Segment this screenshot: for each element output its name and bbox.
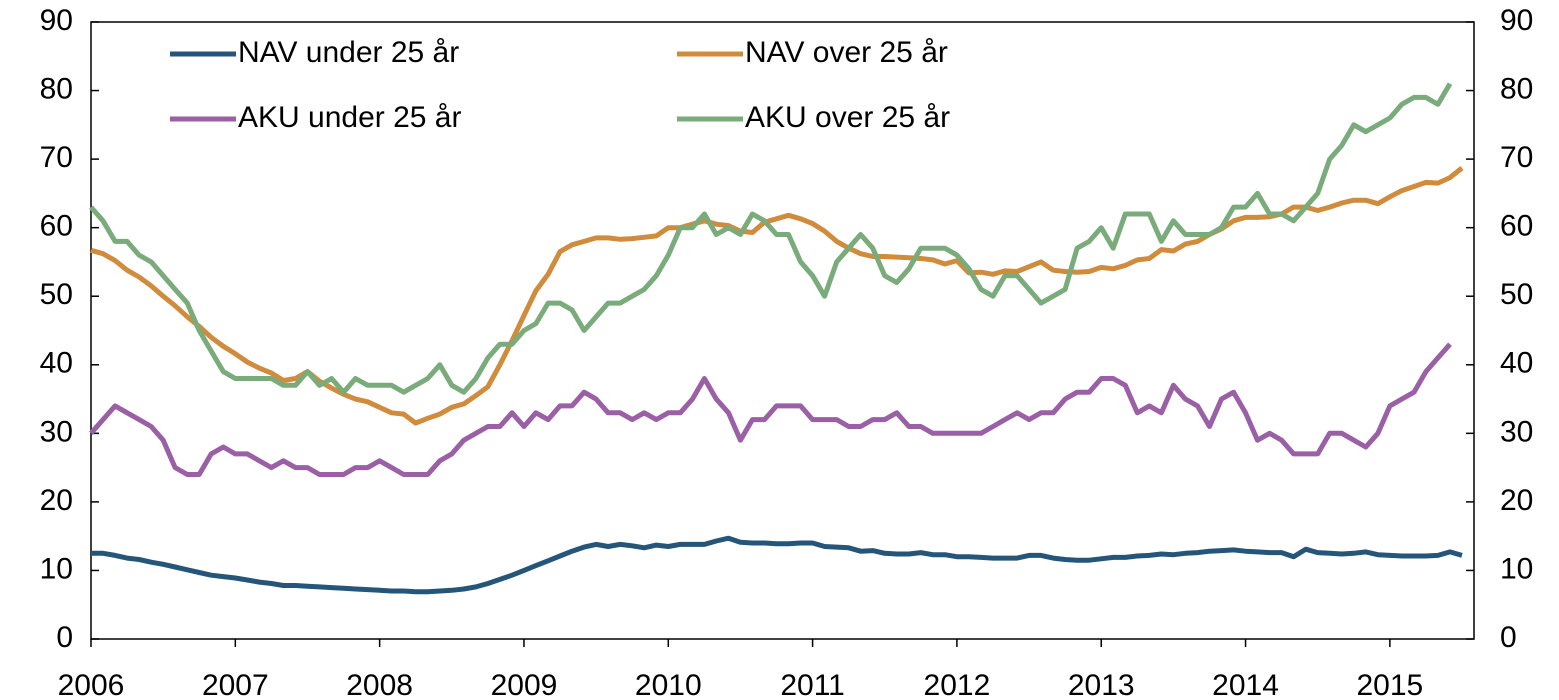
y-tick-label: 50 <box>40 278 73 311</box>
series-line <box>89 82 1453 395</box>
y2-tick-label: 90 <box>1500 4 1533 37</box>
y2-tick-label: 50 <box>1500 278 1533 311</box>
y-tick-label: 90 <box>40 4 73 37</box>
x-tick-label: 2009 <box>491 669 558 700</box>
x-tick-label: 2011 <box>780 669 845 700</box>
legend-label: NAV under 25 år <box>238 36 459 69</box>
series-line <box>91 535 1463 595</box>
y-tick-label: 20 <box>40 484 73 517</box>
x-tick-label: 2007 <box>202 669 269 700</box>
y-tick-label: 40 <box>40 347 73 380</box>
x-tick-label: 2012 <box>924 669 991 700</box>
x-tick-label: 2010 <box>635 669 702 700</box>
legend-label: NAV over 25 år <box>745 36 948 69</box>
x-tick-label: 2013 <box>1068 669 1135 700</box>
y2-tick-label: 10 <box>1500 552 1533 585</box>
x-tick-label: 2014 <box>1212 669 1279 700</box>
y2-tick-label: 20 <box>1500 484 1533 517</box>
y-tick-label: 30 <box>40 415 73 448</box>
y2-tick-label: 0 <box>1500 621 1517 654</box>
y-tick-label: 60 <box>40 210 73 243</box>
x-tick-label: 2015 <box>1356 669 1423 700</box>
y2-tick-label: 60 <box>1500 210 1533 243</box>
y-tick-label: 80 <box>40 72 73 105</box>
y2-tick-label: 30 <box>1500 415 1533 448</box>
y-tick-label: 70 <box>40 141 73 174</box>
series-line <box>90 166 1464 426</box>
y-tick-label: 0 <box>56 621 73 654</box>
y2-tick-label: 40 <box>1500 347 1533 380</box>
plot-frame <box>90 21 1475 640</box>
x-tick-label: 2008 <box>346 669 413 700</box>
y2-tick-label: 80 <box>1500 72 1533 105</box>
legend-label: AKU under 25 år <box>238 101 461 134</box>
y-tick-label: 10 <box>40 552 73 585</box>
y2-tick-label: 70 <box>1500 141 1533 174</box>
x-tick-label: 2006 <box>58 669 125 700</box>
legend-label: AKU over 25 år <box>745 101 950 134</box>
series-line <box>89 342 1452 477</box>
